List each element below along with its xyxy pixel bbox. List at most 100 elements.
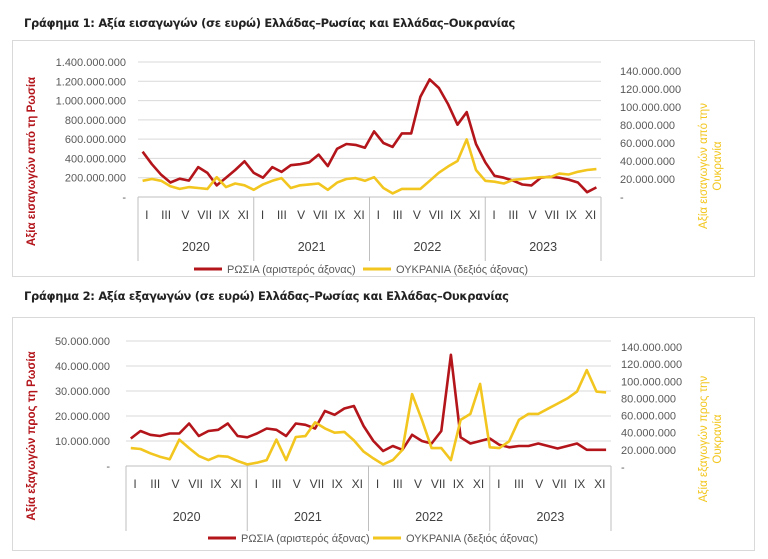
chart-2-year-label: 2020: [173, 510, 201, 524]
chart-1-month-tick-label: I: [261, 208, 264, 222]
chart-2-month-tick-label: I: [255, 477, 258, 491]
chart-1-y2-tick-label: 20.000.000: [620, 174, 675, 186]
chart-2-y-tick-label: 50.000.000: [55, 336, 110, 348]
chart-2-y2-axis-label-line2: Ουκρανία: [712, 414, 724, 463]
chart-1-month-tick-label: I: [492, 208, 495, 222]
chart-1-month-tick-label: V: [529, 208, 537, 222]
chart-1-y2-tick-label: 120.000.000: [620, 84, 681, 96]
chart-2-month-tick-label: I: [497, 477, 500, 491]
chart-1-month-tick-label: VII: [313, 208, 328, 222]
chart-2-y2-tick-label: 60.000.000: [621, 411, 676, 423]
chart-1-y2-tick-label: 80.000.000: [620, 120, 675, 132]
chart-1-y-tick-label: 1.000.000.000: [56, 96, 126, 108]
chart-2-year-label: 2022: [415, 510, 443, 524]
chart-2-y2-tick-label: 120.000.000: [621, 359, 682, 371]
chart-2-month-tick-label: VII: [431, 477, 446, 491]
chart-1-y-tick-label: -: [122, 192, 126, 204]
chart-1-title: Γράφημα 1: Αξία εισαγωγών (σε ευρώ) Ελλά…: [24, 16, 515, 30]
chart-1-month-tick-label: IX: [566, 208, 577, 222]
chart-2-y-tick-label: 40.000.000: [55, 361, 110, 373]
chart-2-month-tick-label: VII: [552, 477, 567, 491]
chart-1-year-label: 2021: [298, 240, 326, 254]
chart-2-y2-tick-label: 20.000.000: [621, 445, 676, 457]
chart-1-y2-tick-label: 60.000.000: [620, 138, 675, 150]
chart-2-month-tick-label: IX: [574, 477, 585, 491]
chart-1-month-tick-label: XI: [238, 208, 249, 222]
chart-1-month-tick-label: III: [393, 208, 403, 222]
chart-2-legend-russia-label: ΡΩΣΙΑ (αριστερός άξονας): [241, 533, 370, 545]
chart-1-year-label: 2023: [529, 240, 557, 254]
chart-1-y2-tick-label: 40.000.000: [620, 156, 675, 168]
chart-2-month-tick-label: IX: [210, 477, 221, 491]
chart-2-month-tick-label: VII: [310, 477, 325, 491]
chart-1-month-tick-label: I: [145, 208, 148, 222]
chart-2-y2-tick-label: -: [621, 462, 625, 474]
chart-2-y-axis-label: Αξία εξαγωγών προς τη Ρωσία: [26, 351, 38, 520]
chart-1-y-axis-label: Αξία εισαγωγών από τη Ρωσία: [26, 77, 38, 246]
chart-2-month-tick-label: I: [133, 477, 136, 491]
chart-1-month-tick-label: XI: [585, 208, 596, 222]
chart-2-month-tick-label: VII: [188, 477, 203, 491]
chart-2-month-tick-label: V: [414, 477, 422, 491]
chart-1-y-tick-label: 200.000.000: [65, 173, 126, 185]
chart-1-month-tick-label: III: [161, 208, 171, 222]
chart-1-y-tick-label: 400.000.000: [65, 153, 126, 165]
chart-2-year-label: 2021: [294, 510, 322, 524]
chart-2-month-tick-label: III: [393, 477, 403, 491]
chart-1-y-tick-label: 1.200.000.000: [56, 76, 126, 88]
chart-2-month-tick-label: XI: [352, 477, 363, 491]
chart-2-y-tick-label: 30.000.000: [55, 386, 110, 398]
chart-2-month-tick-label: V: [171, 477, 179, 491]
chart-1-month-tick-label: XI: [353, 208, 364, 222]
chart-1-month-tick-label: IX: [334, 208, 345, 222]
chart-2-month-tick-label: III: [514, 477, 524, 491]
chart-2-year-label: 2023: [536, 510, 564, 524]
chart-1-month-tick-label: III: [277, 208, 287, 222]
chart-2-month-tick-label: IX: [453, 477, 464, 491]
chart-1-month-tick-label: V: [413, 208, 421, 222]
chart-2-y-tick-label: -: [106, 461, 110, 473]
chart-2-y-tick-label: 20.000.000: [55, 411, 110, 423]
chart-1-month-tick-label: VII: [429, 208, 444, 222]
chart-1-month-tick-label: I: [377, 208, 380, 222]
chart-1-series-russia-line: [141, 78, 597, 194]
chart-1-y2-tick-label: -: [620, 192, 624, 204]
chart-1-month-tick-label: IX: [450, 208, 461, 222]
chart-2-y2-tick-label: 140.000.000: [621, 342, 682, 354]
chart-1-year-label: 2022: [413, 240, 441, 254]
chart-1-y2-axis-label-line2: Ουκρανία: [712, 141, 724, 190]
chart-2-month-tick-label: V: [293, 477, 301, 491]
chart-2-y2-tick-label: 40.000.000: [621, 428, 676, 440]
chart-1-legend-ukraine-label: ΟΥΚΡΑΝΙΑ (δεξιός άξονας): [396, 264, 528, 276]
chart-1-y-tick-label: 800.000.000: [65, 115, 126, 127]
chart-2-month-tick-label: III: [272, 477, 282, 491]
chart-1-legend-russia-label: ΡΩΣΙΑ (αριστερός άξονας): [227, 264, 356, 276]
chart-2-y2-tick-label: 80.000.000: [621, 393, 676, 405]
chart-2-y2-axis-label-line1: Αξία εξαγωγών προς την: [698, 375, 710, 502]
chart-2-month-tick-label: XI: [473, 477, 484, 491]
chart-2-y-tick-label: 10.000.000: [55, 436, 110, 448]
chart-1-year-label: 2020: [182, 240, 210, 254]
chart-2-month-tick-label: III: [150, 477, 160, 491]
chart-1-y-tick-label: 1.400.000.000: [56, 57, 126, 69]
chart-1-series-ukraine-line: [142, 138, 597, 195]
chart-2-month-tick-label: I: [376, 477, 379, 491]
chart-1-y2-axis-label-line1: Αξία εισαγωγών από την: [698, 103, 710, 229]
chart-1-svg: 1.400.000.000 1.200.000.000 1.000.000.000 8…: [26, 57, 724, 276]
chart-1-month-tick-label: VII: [197, 208, 212, 222]
chart-1-month-tick-label: XI: [469, 208, 480, 222]
chart-2-month-tick-label: XI: [230, 477, 241, 491]
chart-1-y-tick-label: 600.000.000: [65, 134, 126, 146]
chart-2-title: Γράφημα 2: Αξία εξαγωγών (σε ευρώ) Ελλάδ…: [24, 289, 509, 303]
chart-2-legend-ukraine-label: ΟΥΚΡΑΝΙΑ (δεξιός άξονας): [406, 533, 538, 545]
chart-1-month-tick-label: V: [297, 208, 305, 222]
chart-2-series-ukraine-line: [130, 368, 607, 466]
chart-1-month-tick-label: III: [508, 208, 518, 222]
chart-1-month-tick-label: V: [181, 208, 189, 222]
chart-2-frame: 50.000.000 40.000.000 30.000.000 20.000.000…: [12, 317, 755, 551]
chart-2-month-tick-label: V: [535, 477, 543, 491]
chart-1-y2-tick-label: 140.000.000: [620, 66, 681, 78]
chart-1-month-tick-label: IX: [218, 208, 229, 222]
chart-2-svg: 50.000.000 40.000.000 30.000.000 20.000.000…: [26, 336, 724, 545]
chart-2-series-russia-line: [130, 353, 607, 453]
